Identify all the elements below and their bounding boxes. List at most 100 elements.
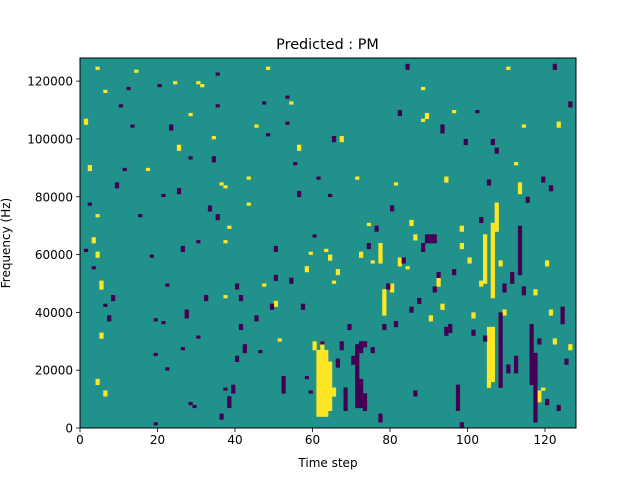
y-tick-label: 120000	[27, 75, 73, 89]
heatmap-cell-low	[533, 375, 538, 380]
heatmap-cell-low	[297, 193, 302, 198]
heatmap-cell-low	[517, 269, 523, 273]
x-tick-label: 0	[76, 433, 84, 447]
heatmap-cell-high	[312, 344, 317, 348]
heatmap-cell-low	[490, 141, 495, 146]
heatmap-cell-high	[467, 260, 472, 264]
heatmap-cell-high	[200, 84, 205, 88]
heatmap-cell-low	[161, 193, 166, 198]
heatmap-cell-low	[533, 352, 538, 357]
heatmap-cell-high	[494, 214, 499, 218]
heatmap-cell-high	[440, 303, 445, 307]
heatmap-cell-high	[316, 401, 321, 406]
heatmap-cell-low	[188, 401, 193, 406]
heatmap-cell-high	[568, 344, 573, 348]
heatmap-cell-high	[514, 162, 519, 166]
heatmap-cell-low	[529, 373, 534, 377]
heatmap-cell-low	[176, 190, 182, 195]
heatmap-cell-low	[517, 257, 523, 261]
heatmap-cell-high	[359, 254, 364, 258]
heatmap-cell-high	[459, 225, 464, 229]
heatmap-cell-high	[479, 280, 484, 284]
heatmap-cell-low	[564, 358, 569, 362]
heatmap-cell-low	[343, 407, 348, 412]
heatmap-cell-low	[529, 358, 534, 362]
heatmap-cell-high	[490, 225, 495, 229]
heatmap-cell-high	[320, 387, 325, 391]
heatmap-cell-high	[173, 81, 178, 85]
heatmap-cell-high	[483, 277, 488, 281]
heatmap-cell-low	[149, 254, 154, 258]
heatmap-cell-low	[529, 361, 534, 365]
heatmap-cell-high	[320, 370, 325, 374]
heatmap-cell-high	[502, 312, 507, 316]
heatmap-cell-low	[498, 318, 503, 322]
heatmap-cell-low	[533, 399, 538, 403]
heatmap-cell-low	[118, 104, 123, 108]
heatmap-cell-low	[343, 404, 348, 409]
heatmap-cell-high	[103, 89, 108, 94]
heatmap-cell-low	[455, 401, 461, 406]
heatmap-cell-low	[355, 396, 360, 400]
heatmap-cell-low	[498, 349, 503, 354]
heatmap-cell-low	[444, 326, 449, 331]
heatmap-cell-low	[138, 214, 143, 218]
heatmap-cell-low	[533, 396, 538, 400]
heatmap-cell-high	[320, 364, 325, 368]
heatmap-cell-low	[362, 407, 368, 412]
heatmap-cell-low	[517, 243, 523, 247]
heatmap-cell-high	[490, 332, 495, 336]
heatmap-cell-high	[320, 413, 325, 417]
heatmap-cell-low	[521, 289, 526, 293]
heatmap-cell-low	[153, 318, 158, 322]
heatmap-cell-low	[490, 138, 495, 143]
heatmap-cell-low	[498, 361, 503, 365]
heatmap-cell-low	[413, 390, 418, 394]
heatmap-cell-low	[421, 248, 426, 253]
heatmap-cell-low	[335, 358, 340, 362]
heatmap-cell-high	[320, 378, 325, 383]
heatmap-cell-low	[545, 401, 550, 406]
heatmap-cell-high	[382, 306, 387, 310]
heatmap-cell-low	[366, 245, 371, 250]
heatmap-cell-low	[483, 338, 488, 342]
heatmap-cell-low	[552, 66, 557, 70]
heatmap-cell-high	[316, 393, 321, 397]
heatmap-cell-low	[126, 86, 131, 91]
heatmap-cell-high	[452, 110, 457, 114]
heatmap-cell-low	[238, 297, 244, 302]
heatmap-cell-low	[227, 396, 232, 400]
heatmap-cell-high	[328, 370, 333, 374]
heatmap-cell-high	[134, 69, 139, 73]
y-axis-ticks: 0 20000 40000 60000 80000 100000 120000	[27, 75, 80, 436]
heatmap-cell-high	[483, 234, 488, 238]
heatmap-cell-low	[475, 110, 480, 114]
heatmap-cell-low	[285, 121, 290, 125]
heatmap-cell-high	[382, 289, 387, 293]
heatmap-cell-low	[339, 344, 344, 348]
heatmap-cell-low	[533, 419, 538, 423]
heatmap-cell-high	[316, 387, 321, 391]
heatmap-cell-high	[545, 263, 550, 267]
heatmap-cell-high	[196, 81, 201, 85]
heatmap-cell-high	[382, 309, 387, 313]
heatmap-cell-low	[355, 344, 360, 348]
heatmap-cell-low	[498, 344, 503, 348]
heatmap-cell-low	[405, 66, 410, 70]
heatmap-cell-high	[494, 208, 499, 212]
heatmap-cell-low	[494, 150, 499, 154]
heatmap-cell-high	[277, 338, 282, 342]
heatmap-cell-low	[533, 381, 538, 385]
heatmap-cell-high	[324, 355, 329, 359]
heatmap-cell-high	[316, 413, 321, 417]
heatmap-cell-high	[83, 121, 89, 125]
heatmap-cell-high	[486, 375, 492, 380]
heatmap-cell-high	[316, 352, 321, 357]
heatmap-cell-low	[153, 422, 158, 426]
heatmap-cell-low	[397, 112, 402, 117]
heatmap-cell-high	[483, 248, 488, 253]
heatmap-cell-high	[316, 349, 321, 354]
heatmap-cell-low	[347, 326, 352, 331]
heatmap-cell-low	[498, 370, 503, 374]
heatmap-cell-low	[184, 312, 189, 316]
